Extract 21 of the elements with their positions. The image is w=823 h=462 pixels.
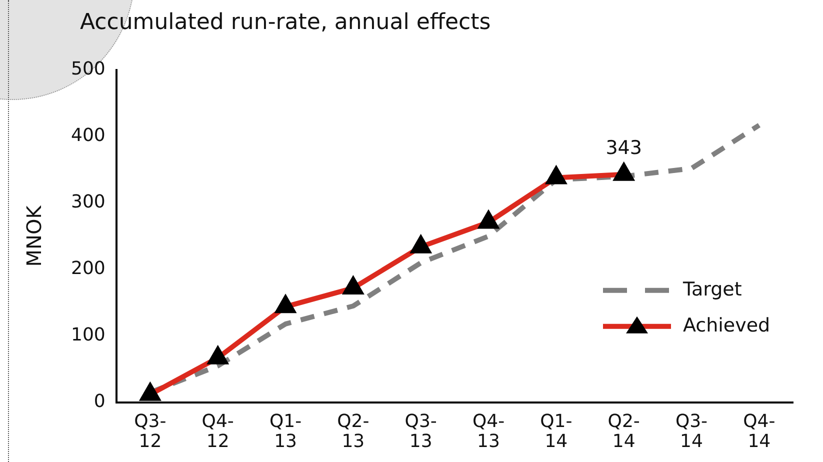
x-tick-label: Q1-14 [540,410,572,452]
y-tick-label: 100 [70,324,106,346]
y-axis-title: MNOK [22,204,46,267]
y-tick-label: 300 [70,192,106,213]
y-tick-label: 200 [70,258,106,280]
y-tick-label: 0 [94,391,106,412]
x-tick-label: Q3-14 [675,410,708,452]
y-tick-label: 500 [70,58,106,80]
y-tick-label: 400 [70,125,106,146]
x-tick-label: Q1-13 [269,410,302,452]
x-tick-label: Q4-12 [202,410,234,452]
x-tick-label: Q3-13 [404,410,437,452]
legend-label: Target [682,278,742,300]
x-tick-label: Q2-13 [337,410,370,452]
chart-title: Accumulated run-rate, annual effects [80,10,491,35]
x-tick-label: Q4-14 [743,410,776,452]
x-tick-label: Q4-13 [472,410,505,452]
x-tick-label: Q2-14 [608,410,640,452]
legend-label: Achieved [683,314,770,336]
x-tick-label: Q3-12 [134,410,166,452]
data-label: 343 [606,136,642,159]
